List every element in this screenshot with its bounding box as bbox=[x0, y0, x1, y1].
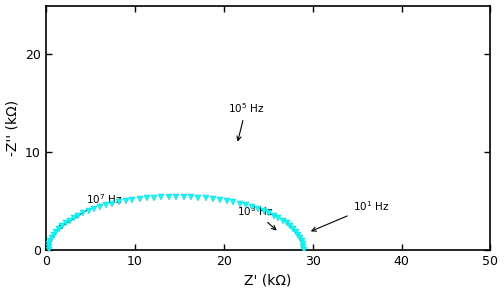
Text: 10$^7$ Hz: 10$^7$ Hz bbox=[58, 192, 122, 228]
X-axis label: Z' (kΩ): Z' (kΩ) bbox=[244, 273, 292, 287]
Text: 10$^1$ Hz: 10$^1$ Hz bbox=[312, 199, 389, 231]
Y-axis label: -Z'' (kΩ): -Z'' (kΩ) bbox=[6, 100, 20, 156]
Text: 10$^3$ Hz: 10$^3$ Hz bbox=[236, 204, 276, 230]
Text: 10$^5$ Hz: 10$^5$ Hz bbox=[228, 101, 264, 141]
